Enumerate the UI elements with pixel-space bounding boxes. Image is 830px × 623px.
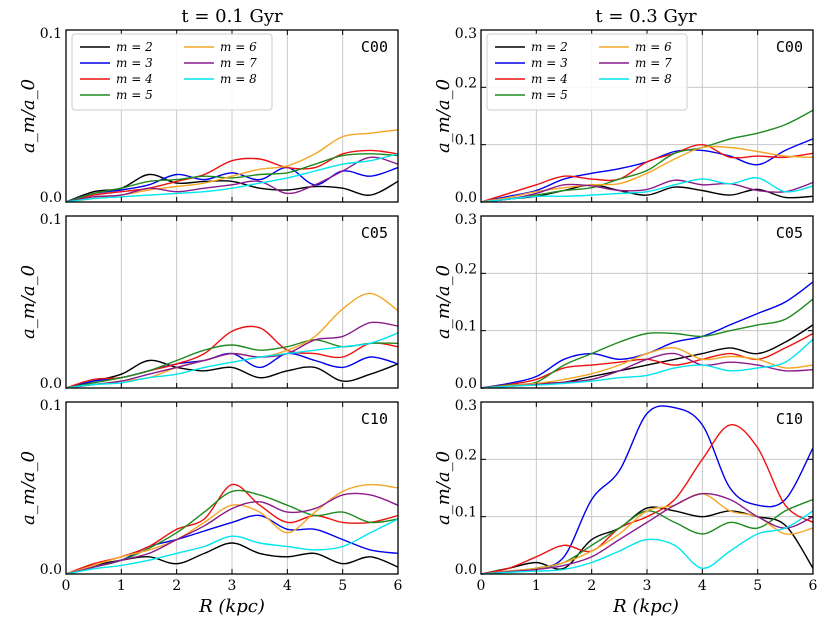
- legend-entry-label: m = 5: [116, 88, 153, 102]
- series-line-m4: [480, 424, 814, 575]
- y-tick-label: 0.2: [455, 75, 477, 91]
- y-tick-label: 0.1: [455, 133, 477, 149]
- y-tick-label: 0.0: [455, 376, 477, 392]
- series-line-m5: [480, 298, 814, 389]
- x-tick-label: 0: [62, 578, 71, 594]
- y-tick-label: 0.1: [455, 505, 477, 521]
- x-tick-label: 1: [532, 578, 541, 594]
- legend-entry-label: m = 4: [116, 72, 153, 86]
- column-title-left: t = 0.1 Gyr: [181, 6, 283, 27]
- y-axis-label: a_m/a_0: [433, 265, 454, 339]
- series-line-m7: [65, 321, 399, 389]
- panel-label: C05: [776, 224, 803, 242]
- series-line-m7: [480, 179, 814, 203]
- series-line-m7: [65, 156, 399, 203]
- panel-label: C00: [361, 38, 388, 56]
- panel-label: C00: [776, 38, 803, 56]
- panel-c10-col2: 0.0 0.1 0.2 0.3 0 1 2 3 4 5 6 a_m/a_0 C10: [433, 398, 818, 594]
- series-line-m8: [65, 153, 399, 203]
- series-line-m4: [65, 149, 399, 203]
- y-tick-label: 0.3: [455, 212, 477, 228]
- legend-entry-label: m = 2: [531, 40, 568, 54]
- y-tick-label: 0.1: [40, 398, 62, 414]
- legend-entry-label: m = 8: [635, 72, 672, 86]
- y-tick-label: 0.0: [40, 190, 62, 206]
- y-tick-label: 0.0: [455, 190, 477, 206]
- series-line-m5: [480, 109, 814, 203]
- y-tick-label: 0.3: [455, 398, 477, 414]
- y-axis-label: a_m/a_0: [18, 79, 39, 153]
- y-tick-label: 0.0: [40, 562, 62, 578]
- legend-entry-label: m = 2: [116, 40, 153, 54]
- x-tick-label: 4: [698, 578, 707, 594]
- legend-box: [486, 33, 688, 111]
- legend-entry-label: m = 4: [531, 72, 568, 86]
- x-tick-label: 5: [338, 578, 347, 594]
- y-tick-label: 0.3: [455, 26, 477, 42]
- x-tick-label: 1: [117, 578, 126, 594]
- series-line-m7: [65, 492, 399, 575]
- panel-c05-col2: 0.0 0.1 0.2 0.3 a_m/a_0 C05: [433, 212, 814, 392]
- series-line-m8: [65, 518, 399, 575]
- legend: m = 2 m = 3 m = 4 m = 5 m = 6 m = 7 m = 8: [486, 33, 688, 111]
- y-tick-label: 0.0: [455, 562, 477, 578]
- x-axis-label-right: R (kpc): [612, 596, 679, 617]
- series-line-m6: [480, 145, 814, 203]
- y-tick-label: 0.1: [40, 26, 62, 42]
- series-line-m6: [65, 483, 399, 575]
- x-tick-label: 4: [283, 578, 292, 594]
- x-tick-label: 5: [753, 578, 762, 594]
- legend-entry-label: m = 6: [635, 40, 672, 54]
- panel-label: C10: [776, 410, 803, 428]
- legend-entry-label: m = 5: [531, 88, 568, 102]
- y-axis-label: a_m/a_0: [433, 451, 454, 525]
- series-line-m8: [480, 177, 814, 203]
- y-axis-label: a_m/a_0: [433, 79, 454, 153]
- series-line-m2: [65, 359, 399, 389]
- panel-c10-col1: 0.0 0.1 0 1 2 3 4 5 6 a_m/a_0 C10: [18, 398, 403, 594]
- legend-entry-label: m = 3: [116, 56, 153, 70]
- panel-label: C05: [361, 224, 388, 242]
- legend-entry-label: m = 7: [635, 56, 672, 70]
- y-axis-label: a_m/a_0: [18, 265, 39, 339]
- x-tick-label: 2: [172, 578, 181, 594]
- series-line-m5: [65, 153, 399, 203]
- legend-entry-label: m = 6: [220, 40, 257, 54]
- legend-entry-label: m = 3: [531, 56, 568, 70]
- y-tick-label: 0.1: [40, 212, 62, 228]
- x-tick-label: 6: [394, 578, 403, 594]
- y-tick-label: 0.1: [455, 319, 477, 335]
- legend: m = 2 m = 3 m = 4 m = 5 m = 6 m = 7 m = 8: [71, 33, 273, 111]
- series-line-m8: [65, 332, 399, 389]
- y-tick-label: 0.2: [455, 261, 477, 277]
- x-tick-label: 6: [809, 578, 818, 594]
- column-title-right: t = 0.3 Gyr: [595, 6, 697, 27]
- legend-entry-label: m = 7: [220, 56, 257, 70]
- series-line-m4: [480, 143, 814, 203]
- y-axis-label: a_m/a_0: [18, 451, 39, 525]
- legend-box: [71, 33, 273, 111]
- x-tick-label: 2: [587, 578, 596, 594]
- panel-c05-col1: 0.0 0.1 a_m/a_0 C05: [18, 212, 399, 392]
- x-tick-label: 3: [228, 578, 237, 594]
- x-axis-label-left: R (kpc): [198, 596, 265, 617]
- y-tick-label: 0.0: [40, 376, 62, 392]
- x-tick-label: 0: [477, 578, 486, 594]
- y-tick-label: 0.2: [455, 447, 477, 463]
- panel-label: C10: [361, 410, 388, 428]
- x-tick-label: 3: [643, 578, 652, 594]
- legend-entry-label: m = 8: [220, 72, 257, 86]
